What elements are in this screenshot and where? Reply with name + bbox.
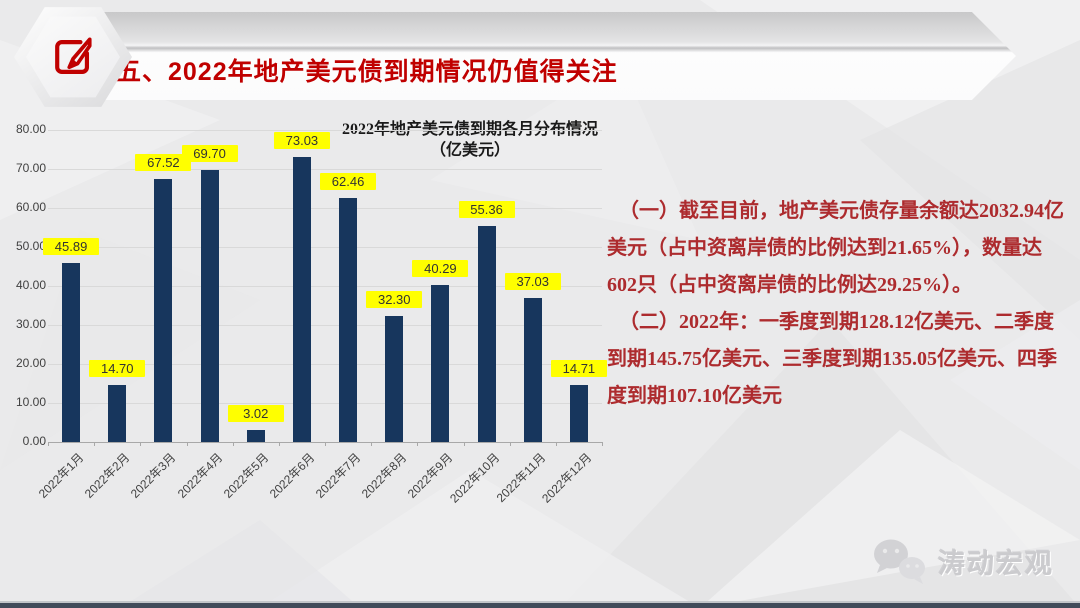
- gridline: [48, 325, 602, 326]
- x-axis-tick: [463, 442, 465, 446]
- y-axis-tick-label: 80.00: [15, 122, 46, 136]
- x-axis-tick: [555, 442, 557, 446]
- wechat-icon: [874, 539, 925, 584]
- bar-value-label: 3.02: [227, 405, 284, 423]
- bar-value-label: 37.03: [504, 272, 561, 290]
- gridline: [48, 286, 602, 287]
- bar-value-label: 67.52: [135, 153, 192, 171]
- x-axis-tick: [417, 442, 419, 446]
- y-axis-tick-label: 40.00: [15, 278, 46, 292]
- x-axis-tick: [232, 442, 234, 446]
- title-ribbon: [58, 12, 1016, 100]
- x-axis-tick: [48, 442, 49, 446]
- bar-2022年8月: [385, 316, 404, 442]
- x-axis-tick: [325, 442, 326, 446]
- bar-value-label: 14.70: [89, 359, 146, 377]
- x-axis-tick: [371, 442, 373, 446]
- bar-2022年10月: [477, 226, 496, 442]
- edit-badge-inner: [26, 16, 120, 98]
- y-axis-tick-label: 30.00: [15, 317, 46, 331]
- bar-value-label: 45.89: [43, 238, 100, 256]
- note-paragraph-1: （一）截至目前，地产美元债存量余额达2032.94亿美元（占中资离岸债的比例达到…: [607, 200, 1064, 296]
- gridline: [48, 169, 602, 170]
- bar-2022年9月: [431, 284, 450, 442]
- chart-title: 2022年地产美元债到期各月分布情况 （亿美元）: [280, 119, 660, 161]
- x-axis-tick: [140, 442, 142, 446]
- y-axis-tick-label: 60.00: [15, 200, 46, 214]
- bar-2022年12月: [569, 384, 588, 442]
- page-title: 五、2022年地产美元债到期情况仍值得关注: [116, 58, 618, 86]
- note-paragraph-2: （二）2022年：一季度到期128.12亿美元、二季度到期145.75亿美元、三…: [607, 311, 1057, 407]
- bar-2022年2月: [108, 384, 127, 442]
- y-axis-tick-label: 50.00: [15, 239, 46, 253]
- x-axis-tick: [278, 442, 280, 446]
- bar-2022年4月: [200, 170, 219, 442]
- bar-2022年11月: [523, 297, 542, 442]
- bar-value-label: 55.36: [458, 201, 515, 219]
- bar-value-label: 62.46: [320, 173, 377, 191]
- y-axis-tick-label: 70.00: [15, 161, 46, 175]
- y-axis-tick-label: 20.00: [15, 356, 46, 370]
- x-axis-tick: [602, 442, 603, 446]
- bar-value-label: 73.03: [273, 132, 330, 150]
- bar-value-label: 69.70: [181, 145, 238, 163]
- gridline: [48, 403, 602, 404]
- chart-title-line1: 2022年地产美元债到期各月分布情况: [341, 121, 598, 138]
- bar-2022年7月: [339, 198, 358, 442]
- bar-value-label: 14.71: [550, 359, 607, 377]
- brand-name: 涛动宏观: [938, 548, 1054, 579]
- gridline: [48, 364, 602, 365]
- y-axis-tick-label: 0.00: [22, 434, 46, 448]
- edit-pencil-icon: [55, 37, 92, 74]
- gridline: [48, 130, 602, 131]
- bar-2022年3月: [154, 178, 173, 442]
- x-axis-tick: [509, 442, 511, 446]
- notes-block: （一）截至目前，地产美元债存量余额达2032.94亿美元（占中资离岸债的比例达到…: [607, 193, 1069, 415]
- x-axis-tick: [186, 442, 188, 446]
- bar-2022年5月: [246, 430, 265, 442]
- x-axis-tick: [94, 442, 96, 446]
- gridline: [48, 247, 602, 248]
- brand-mark: 涛动宏观: [870, 536, 1054, 586]
- y-axis-tick-label: 10.00: [15, 395, 46, 409]
- bar-2022年1月: [62, 263, 81, 442]
- chart-title-line2: （亿美元）: [429, 142, 510, 159]
- gridline: [48, 208, 602, 209]
- bar-value-label: 40.29: [412, 259, 469, 277]
- bar-2022年6月: [292, 157, 311, 442]
- bottom-strip: [0, 601, 1080, 608]
- bar-value-label: 32.30: [366, 291, 423, 309]
